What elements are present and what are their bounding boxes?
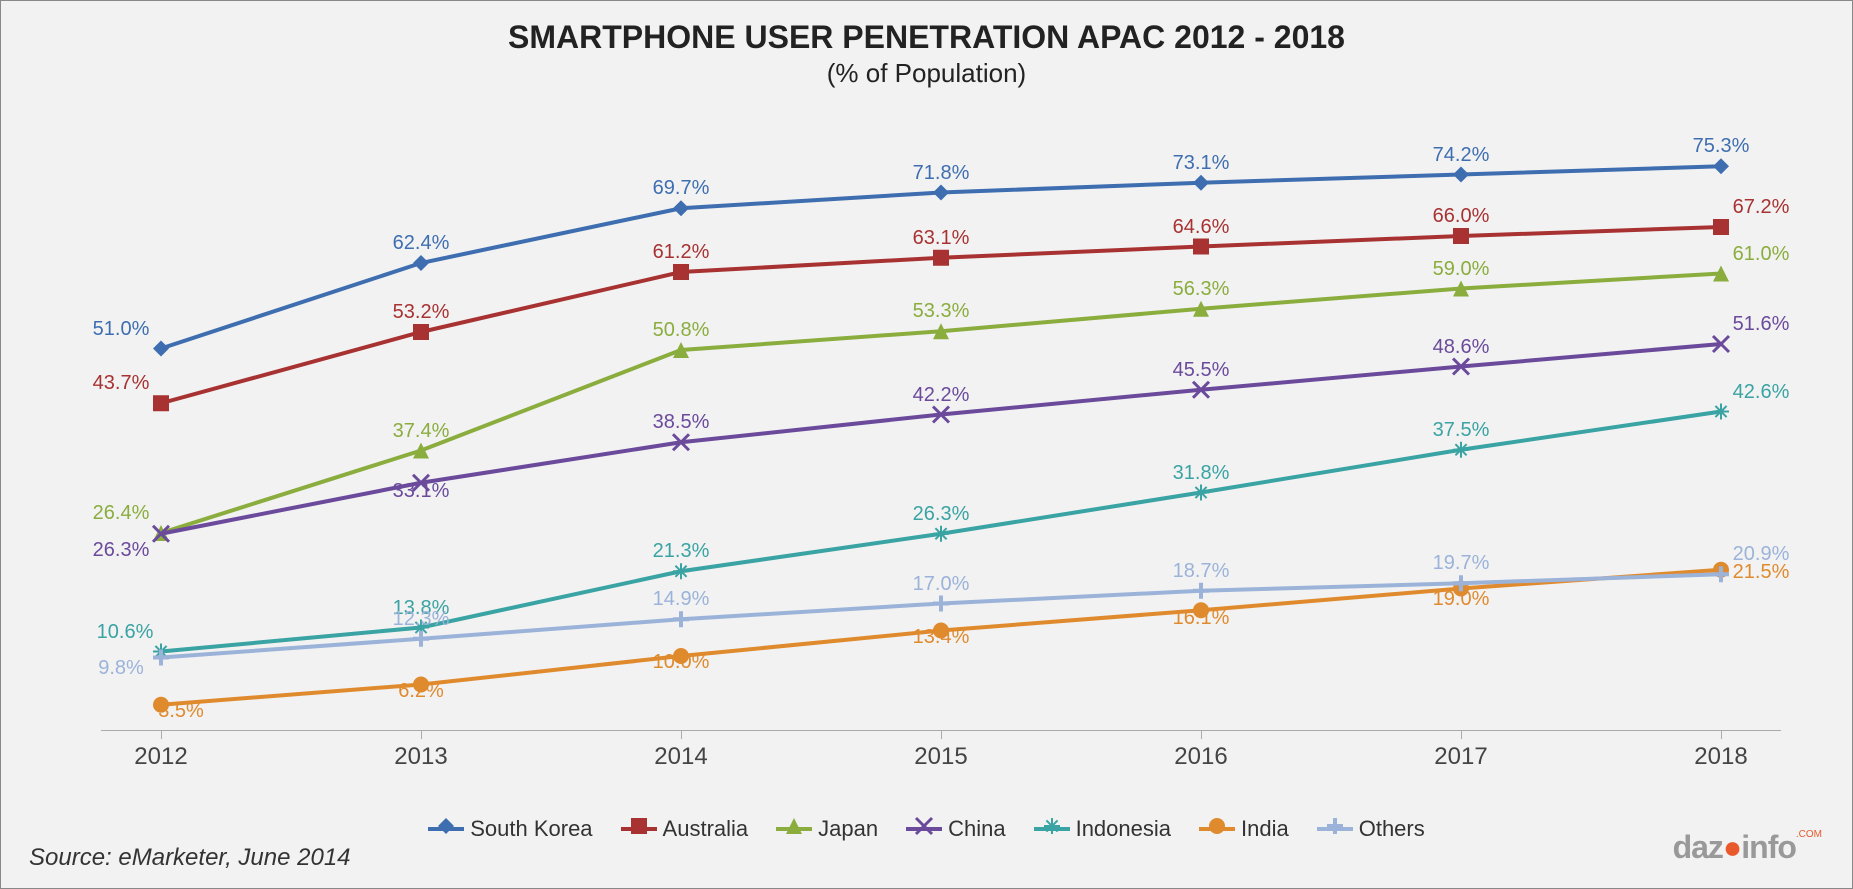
x-tick <box>1721 731 1722 739</box>
data-label: 19.7% <box>1433 552 1490 575</box>
data-label: 33.1% <box>393 480 450 503</box>
legend-label: South Korea <box>470 816 592 842</box>
legend-item: Japan <box>776 816 878 842</box>
legend-label: Indonesia <box>1076 816 1171 842</box>
data-label: 26.4% <box>93 502 150 525</box>
x-tick <box>161 731 162 739</box>
x-axis-label: 2014 <box>654 743 707 771</box>
data-label: 66.0% <box>1433 205 1490 228</box>
data-label: 64.6% <box>1173 216 1230 239</box>
data-label: 62.4% <box>393 232 450 255</box>
data-label: 21.3% <box>653 540 710 563</box>
data-label: 13.4% <box>913 626 970 649</box>
x-axis-label: 2017 <box>1434 743 1487 771</box>
legend-item: Indonesia <box>1034 816 1171 842</box>
data-label: 37.4% <box>393 420 450 443</box>
legend-label: India <box>1241 816 1289 842</box>
chart-subtitle: (% of Population) <box>1 58 1852 89</box>
x-axis-label: 2013 <box>394 743 447 771</box>
legend: South Korea Australia Japan China Indonesi… <box>1 811 1852 842</box>
x-tick <box>1201 731 1202 739</box>
data-label: 42.2% <box>913 384 970 407</box>
data-label: 63.1% <box>913 227 970 250</box>
data-label: 61.0% <box>1733 243 1790 266</box>
legend-label: Japan <box>818 816 878 842</box>
watermark: daz●info.COM <box>1673 829 1822 866</box>
data-label: 17.0% <box>913 573 970 596</box>
data-label: 73.1% <box>1173 152 1230 175</box>
chart-title: SMARTPHONE USER PENETRATION APAC 2012 - … <box>1 19 1852 56</box>
data-label: 59.0% <box>1433 258 1490 281</box>
data-label: 12.3% <box>393 608 450 631</box>
legend-item: South Korea <box>428 816 592 842</box>
legend-item: China <box>906 816 1005 842</box>
plot-area: 201220132014201520162017201851.0%62.4%69… <box>101 131 1781 731</box>
x-tick <box>421 731 422 739</box>
data-label: 10.0% <box>653 651 710 674</box>
data-label: 10.6% <box>97 621 154 644</box>
legend-label: Australia <box>663 816 749 842</box>
data-label: 9.8% <box>98 657 144 680</box>
data-label: 71.8% <box>913 162 970 185</box>
data-label: 69.7% <box>653 177 710 200</box>
data-label: 26.3% <box>913 503 970 526</box>
legend-label: China <box>948 816 1005 842</box>
data-label: 50.8% <box>653 319 710 342</box>
data-label: 18.7% <box>1173 560 1230 583</box>
data-label: 43.7% <box>93 372 150 395</box>
data-label: 53.3% <box>913 300 970 323</box>
data-label: 51.6% <box>1733 313 1790 336</box>
x-tick <box>941 731 942 739</box>
data-label: 56.3% <box>1173 278 1230 301</box>
data-label: 74.2% <box>1433 144 1490 167</box>
data-label: 53.2% <box>393 301 450 324</box>
data-label: 31.8% <box>1173 462 1230 485</box>
legend-item: Australia <box>621 816 749 842</box>
data-label: 16.1% <box>1173 607 1230 630</box>
x-tick <box>681 731 682 739</box>
data-label: 38.5% <box>653 411 710 434</box>
x-axis-label: 2016 <box>1174 743 1227 771</box>
data-label: 6.2% <box>398 680 444 703</box>
data-label: 48.6% <box>1433 336 1490 359</box>
x-tick <box>1461 731 1462 739</box>
legend-item: India <box>1199 816 1289 842</box>
legend-label: Others <box>1359 816 1425 842</box>
x-axis-label: 2012 <box>134 743 187 771</box>
data-label: 26.3% <box>93 539 150 562</box>
data-label: 67.2% <box>1733 196 1790 219</box>
x-axis-label: 2018 <box>1694 743 1747 771</box>
data-label: 19.0% <box>1433 588 1490 611</box>
data-label: 42.6% <box>1733 381 1790 404</box>
data-label: 3.5% <box>158 700 204 723</box>
legend-item: Others <box>1317 816 1425 842</box>
data-label: 14.9% <box>653 588 710 611</box>
source-text: Source: eMarketer, June 2014 <box>29 844 351 872</box>
data-label: 75.3% <box>1693 135 1750 158</box>
data-label: 45.5% <box>1173 359 1230 382</box>
data-label: 51.0% <box>93 318 150 341</box>
data-label: 61.2% <box>653 241 710 264</box>
data-label: 20.9% <box>1733 543 1790 566</box>
data-label: 37.5% <box>1433 419 1490 442</box>
chart-container: SMARTPHONE USER PENETRATION APAC 2012 - … <box>0 0 1853 889</box>
x-axis-label: 2015 <box>914 743 967 771</box>
